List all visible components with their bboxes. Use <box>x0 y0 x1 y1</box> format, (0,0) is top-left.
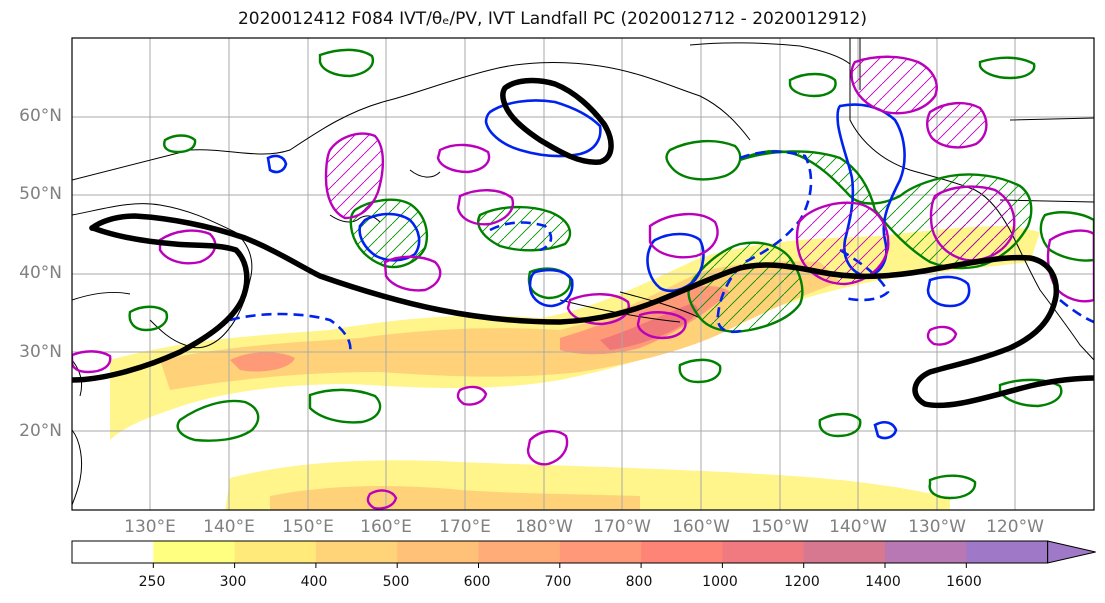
colorbar-tick-1000: 1000 <box>702 574 738 590</box>
blue-contour-dash-3 <box>489 221 553 252</box>
magenta-contour-7 <box>456 189 515 226</box>
lon-label-170w: 170°W <box>593 517 651 537</box>
lon-label-140e: 140°E <box>203 517 255 537</box>
ivt-band-high <box>560 286 730 355</box>
map-frame <box>71 37 1095 511</box>
pv-contour-ne2 <box>788 72 837 98</box>
pv-contour-southwest <box>176 399 260 442</box>
magenta-contour-2 <box>850 55 938 115</box>
lon-label-160e: 160°E <box>360 517 412 537</box>
lon-label-140w: 140°W <box>829 517 887 537</box>
pv-contour-ne1 <box>978 56 1036 80</box>
colorbar-tick-600: 600 <box>463 574 491 590</box>
magenta-contours <box>72 55 1094 510</box>
pv-contour-north <box>665 139 742 181</box>
colorbar-tick-400: 400 <box>300 574 328 590</box>
pv-contour-lower-mid <box>678 358 722 384</box>
colorbar-segment <box>641 541 723 563</box>
colorbar-segment <box>315 541 398 563</box>
colorbar-segment <box>722 541 805 563</box>
theta-contour-north <box>500 77 614 165</box>
pv-contour-left-tiny <box>163 134 197 154</box>
lat-label-60n: 60°N <box>19 106 62 126</box>
colorbar-tick-1400: 1400 <box>865 574 901 590</box>
ivt-west-high <box>230 352 295 372</box>
lon-label-160w: 160°W <box>672 517 730 537</box>
ivt-peak <box>600 304 698 350</box>
lon-label-170e: 170°E <box>439 517 491 537</box>
blue-contour-dash-2 <box>716 150 813 334</box>
blue-contour-small-2 <box>873 420 898 440</box>
colorbar-segment <box>478 541 561 563</box>
magenta-contour-6 <box>648 212 719 259</box>
theta-contour-main <box>89 213 1094 409</box>
blue-contour-dash-1 <box>229 312 352 353</box>
pv-contour-east-low <box>818 412 862 438</box>
colorbar-segment <box>234 541 317 563</box>
magenta-contour-5 <box>929 185 1016 262</box>
ivt-band-south-mid <box>270 486 640 510</box>
lon-label-150e: 150°E <box>282 517 334 537</box>
magenta-contour-12 <box>526 429 569 466</box>
theta-contour-west <box>72 225 250 383</box>
pv-contour-south-right <box>928 474 977 500</box>
blue-contour-east-2 <box>926 275 971 308</box>
blue-contour-pacific-2 <box>528 268 574 308</box>
pv-contour-pacific <box>477 205 572 252</box>
map-title: 2020012412 F084 IVT/θₑ/PV, IVT Landfall … <box>237 9 868 29</box>
blue-contour-mid <box>358 212 421 262</box>
colorbar-segment <box>803 541 886 563</box>
theta-contours <box>72 77 1094 409</box>
colorbar-extend-arrow <box>1047 540 1096 564</box>
blue-contour-small-1 <box>266 154 288 174</box>
blue-contour-north <box>484 99 602 158</box>
magenta-contour-10 <box>383 255 442 292</box>
colorbar-tick-250: 250 <box>138 574 166 590</box>
lat-label-50n: 50°N <box>19 184 62 204</box>
lon-label-130w: 130°W <box>908 517 966 537</box>
colorbar-tick-800: 800 <box>625 574 653 590</box>
graticule <box>72 38 1094 510</box>
colorbar-segment <box>966 541 1049 563</box>
pv-contour-nw1 <box>318 48 375 78</box>
lon-label-120w: 120°W <box>986 517 1044 537</box>
lat-label-40n: 40°N <box>19 263 62 283</box>
magenta-contour-9 <box>158 229 217 265</box>
magenta-contour-11 <box>72 350 112 374</box>
magenta-contour-16 <box>366 489 398 510</box>
magenta-contour-1 <box>324 132 385 220</box>
pv-contour-west-small <box>128 305 169 332</box>
colorbar-tick-500: 500 <box>382 574 410 590</box>
colorbar-segment <box>559 541 642 563</box>
colorbar-tick-300: 300 <box>219 574 247 590</box>
colorbar-segment <box>397 541 479 563</box>
colorbar <box>71 540 1096 568</box>
magenta-contour-18 <box>456 385 488 406</box>
colorbar-segment <box>885 541 967 563</box>
colorbar-tick-1200: 1200 <box>784 574 820 590</box>
colorbar-tick-700: 700 <box>544 574 572 590</box>
map-area <box>72 38 1094 510</box>
lon-label-150w: 150°W <box>751 517 809 537</box>
magenta-contour-17 <box>926 325 958 346</box>
blue-contour-dash-5 <box>1059 299 1094 324</box>
lon-label-130e: 130°E <box>124 517 176 537</box>
magenta-contour-13 <box>636 311 687 340</box>
lat-label-30n: 30°N <box>19 342 62 362</box>
magenta-contour-4 <box>795 201 890 286</box>
pv-contour-far-east <box>1039 211 1094 262</box>
pv-contour-south-east <box>998 378 1063 408</box>
magenta-contour-15 <box>436 143 491 174</box>
colorbar-segment <box>153 541 236 563</box>
magenta-contour-3 <box>926 101 988 149</box>
lat-label-20n: 20°N <box>19 421 62 441</box>
lon-label-180w: 180°W <box>515 517 573 537</box>
magenta-contour-8 <box>566 293 630 326</box>
colorbar-segment <box>72 541 154 563</box>
colorbar-tick-1600: 1600 <box>946 574 982 590</box>
pv-contour-south-mid <box>308 388 382 424</box>
